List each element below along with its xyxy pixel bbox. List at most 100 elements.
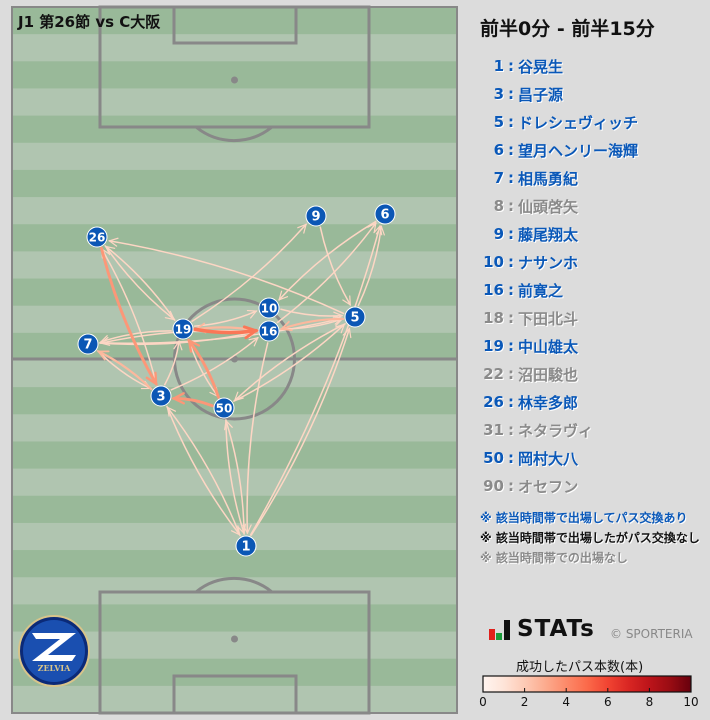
separator: : [508,281,514,299]
pass-line [249,225,381,536]
roster-item-19: 19: 中山雄太 [470,332,710,360]
player-name: 藤尾翔太 [518,225,579,244]
player-number-label: 9 [311,210,320,225]
pitch-stripe [12,169,457,198]
player-name: 相馬勇紀 [518,169,579,188]
player-name: 谷晃生 [518,57,564,76]
separator: : [508,337,514,355]
roster-item-5: 5: ドレシェヴィッチ [470,108,710,136]
pass-arrow-6-to-10 [278,220,377,301]
player-marker [258,297,280,319]
player-number: 26 [483,393,504,411]
player-node-26: 26 [86,226,108,248]
player-marker [213,397,235,419]
roster-item-26: 26: 林幸多郎 [470,388,710,416]
player-node-50: 50 [213,397,235,419]
pass-line [319,226,352,306]
roster-item-90: 90: オセフン [470,472,710,500]
arrow-head [279,320,293,332]
player-number: 5 [493,113,504,131]
roster-item-6: 6: 望月ヘンリー海輝 [470,136,710,164]
pass-line [108,240,345,315]
player-number: 31 [483,421,504,439]
player-marker [77,333,99,355]
pass-line [166,405,241,536]
player-marker [150,385,172,407]
player-number-label: 19 [175,323,192,337]
player-name: 仙頭啓矢 [518,197,579,216]
player-number-label: 10 [261,302,278,316]
pass-line [233,323,346,402]
pass-arrow-5-to-26 [108,237,345,315]
colorbar-title: 成功したパス本数(本) [516,660,644,675]
player-marker [258,320,280,342]
player-node-3: 3 [150,385,172,407]
team-logo: ZELVIA [18,615,90,687]
match-title: J1 第26節 vs C大阪 [18,13,161,31]
roster-item-7: 7: 相馬勇紀 [470,164,710,192]
player-number-label: 16 [261,325,278,339]
pass-line [357,225,383,307]
pass-line [233,323,346,402]
player-node-10: 10 [258,297,280,319]
pass-arrow-19-to-9 [191,223,307,322]
legend-note: ※ 該当時間帯で出場してパス交換あり [480,511,688,525]
arrow-head [187,338,201,353]
top-goal-area [172,5,298,45]
pass-line [280,308,343,317]
separator: : [508,253,514,271]
copyright: © SPORTERIA [610,627,693,641]
player-number: 16 [483,281,504,299]
player-number-label: 7 [83,338,92,353]
player-number: 90 [483,477,504,495]
pass-line [172,396,214,408]
arrow-head [104,245,116,256]
player-name: 望月ヘンリー海輝 [518,141,639,160]
pass-line [105,245,176,321]
player-marker [374,203,396,225]
top-penalty-arc [195,125,273,142]
stats-bars-icon [489,620,510,640]
player-marker [305,205,327,227]
player-name: ネタラヴィ [518,421,594,440]
legend-note: ※ 該当時間帯で出場したがパス交換なし [480,531,700,545]
pass-arrow-50-to-19 [187,338,220,399]
pass-line [191,223,307,322]
separator: : [508,449,514,467]
logo-z-mark [32,633,76,661]
pass-arrow-3-to-7 [96,350,153,391]
player-number: 9 [493,225,504,243]
arrow-head [248,336,259,347]
roster-item-9: 9: 藤尾翔太 [470,220,710,248]
player-marker [235,535,257,557]
arrow-head [224,419,233,431]
player-node-7: 7 [77,333,99,355]
roster-item-3: 3: 昌子源 [470,80,710,108]
player-number: 18 [483,309,504,327]
pass-arrow-3-to-1 [166,405,241,536]
legend-note: ※ 該当時間帯での出場なし [480,551,628,565]
arrow-head [230,525,241,536]
pass-line [163,340,180,386]
player-number: 1 [493,57,504,75]
separator: : [508,85,514,103]
player-name: 岡村大八 [518,449,579,468]
roster-item-1: 1: 谷晃生 [470,52,710,80]
pass-arrow-5-to-16 [279,317,345,332]
separator: : [508,169,514,187]
logo-text: ZELVIA [38,663,72,673]
pass-arrows [96,220,385,537]
roster-item-18: 18: 下田北斗 [470,304,710,332]
colorbar-tick-label: 6 [604,695,612,709]
colorbar-tick-label: 8 [646,695,654,709]
pitch-stripe [12,224,457,252]
roster-item-50: 50: 岡村大八 [470,444,710,472]
pass-line [99,317,343,344]
player-node-5: 5 [344,306,366,328]
pitch-stripe [12,88,457,117]
pitch-stripe [12,34,457,62]
pass-arrow-9-to-5 [319,226,352,307]
bottom-penalty-arc [195,577,273,594]
arrow-head [342,295,351,307]
top-penalty-spot [231,76,238,84]
